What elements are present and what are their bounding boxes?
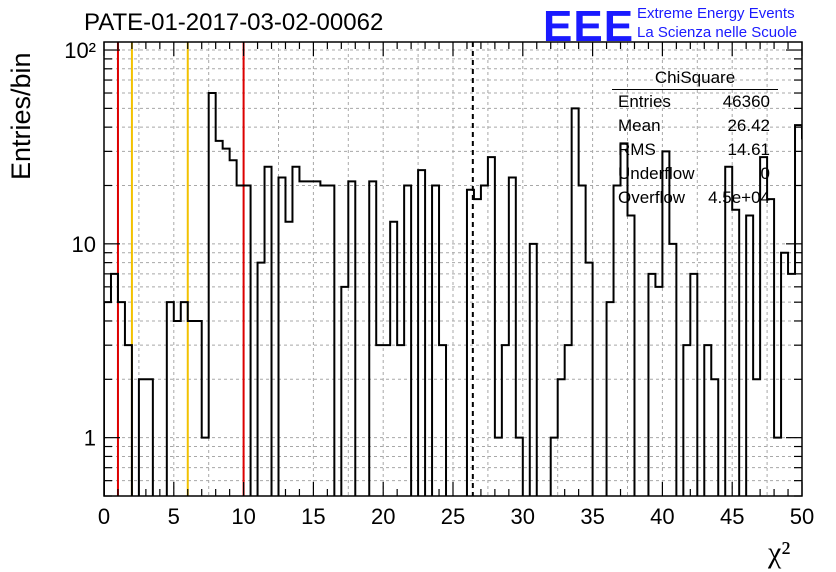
stats-key: Entries: [618, 92, 671, 111]
stats-box: ChiSquare Entries 46360 Mean 26.42 RMS 1…: [612, 67, 778, 210]
logo-caption: Extreme Energy Events La Scienza nelle S…: [637, 4, 797, 42]
stats-key: RMS: [618, 140, 656, 159]
x-tick-label: 50: [790, 504, 814, 529]
x-tick-label: 20: [371, 504, 395, 529]
x-axis-label: χ²: [768, 536, 791, 569]
stats-row-rms: RMS 14.61: [612, 138, 778, 162]
stats-row-entries: Entries 46360: [612, 90, 778, 114]
y-axis-label: Entries/bin: [6, 52, 36, 180]
histogram-series: [104, 92, 802, 496]
axes: 0 5 10 15 20 25 30 35 40 45 50 1 10 10²: [64, 38, 814, 529]
stats-key: Overflow: [618, 188, 686, 207]
x-tick-label: 45: [720, 504, 744, 529]
logo-caption-line1: Extreme Energy Events: [637, 5, 795, 22]
y-tick-label: 10²: [64, 38, 96, 63]
stats-title: ChiSquare: [612, 67, 778, 90]
stats-key: Mean: [618, 116, 661, 135]
x-tick-label: 0: [98, 504, 110, 529]
y-tick-label: 1: [84, 426, 96, 451]
x-tick-label: 35: [580, 504, 604, 529]
x-tick-label: 15: [301, 504, 325, 529]
stats-value: 46360: [722, 92, 770, 111]
x-tick-label: 30: [511, 504, 535, 529]
x-tick-label: 10: [231, 504, 255, 529]
marker-lines: [116, 42, 474, 496]
eee-logo: EEE: [543, 2, 635, 51]
stats-row-underflow: Underflow 0: [612, 162, 778, 186]
chart-title: PATE-01-2017-03-02-00062: [84, 9, 384, 36]
logo-caption-line2: La Scienza nelle Scuole: [637, 24, 798, 41]
stats-row-mean: Mean 26.42: [612, 114, 778, 138]
y-tick-label: 10: [72, 232, 96, 257]
stats-value: 26.42: [727, 116, 770, 135]
stats-value: 4.5e+04: [708, 188, 770, 207]
stats-value: 14.61: [727, 140, 770, 159]
x-tick-label: 25: [441, 504, 465, 529]
x-tick-label: 40: [650, 504, 674, 529]
stats-row-overflow: Overflow 4.5e+04: [612, 186, 778, 210]
stats-value: 0: [760, 164, 770, 183]
stats-key: Underflow: [618, 164, 695, 183]
x-tick-label: 5: [168, 504, 180, 529]
histogram-steps: [104, 92, 802, 496]
